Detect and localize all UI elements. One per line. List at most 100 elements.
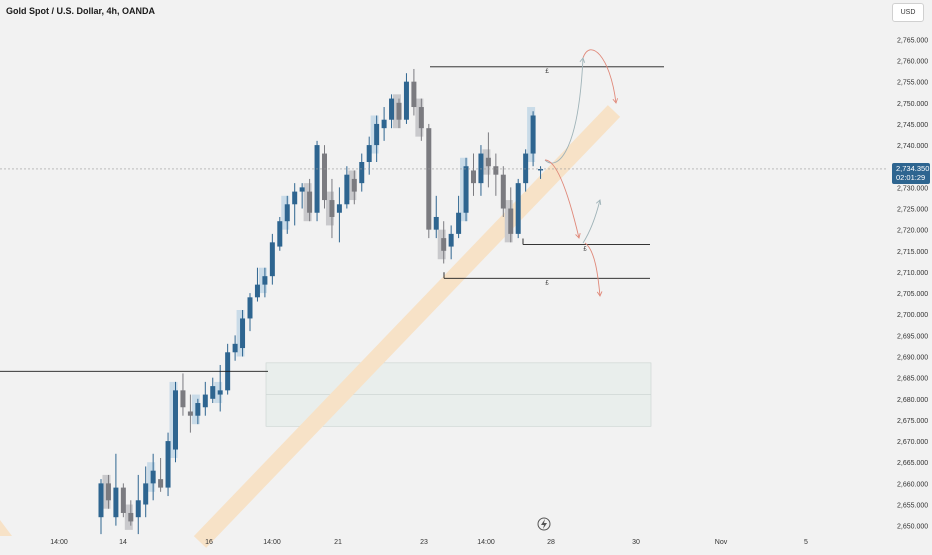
arrow-head [612, 98, 619, 104]
candle-body [180, 390, 186, 408]
x-tick-label: 14:00 [263, 539, 281, 546]
price-label: 2,734.350 [896, 164, 929, 173]
candle-body [336, 204, 342, 213]
y-tick-label: 2,750.000 [897, 101, 928, 108]
candle-body [471, 170, 476, 184]
y-tick-label: 2,655.000 [897, 503, 928, 510]
y-tick-label: 2,685.000 [897, 376, 928, 383]
level-label-mid: £ [583, 246, 587, 252]
y-tick-label: 2,675.000 [897, 418, 928, 425]
candle-body [366, 145, 372, 162]
candle-body [344, 174, 350, 205]
candle-body [128, 512, 134, 522]
candle-body [538, 168, 544, 171]
x-tick-label: 14 [119, 539, 127, 546]
time-axis[interactable]: 14:00 14 16 14:00 21 23 14:00 28 30 Nov 5 [50, 539, 808, 546]
candle-body [173, 390, 178, 450]
candle-body [403, 81, 409, 120]
candle-body [500, 174, 506, 209]
trend-channel [0, 105, 621, 548]
candle-body [158, 479, 164, 488]
y-tick-label: 2,710.000 [897, 270, 928, 277]
projection-path [582, 49, 617, 104]
candle-body [247, 297, 253, 319]
x-tick-label: 5 [804, 539, 808, 546]
y-tick-label: 2,650.000 [897, 524, 928, 531]
candle-body [105, 483, 111, 501]
candle-body [530, 115, 536, 154]
y-tick-label: 2,700.000 [897, 312, 928, 319]
chart-title: Gold Spot / U.S. Dollar, 4h, OANDA [6, 6, 156, 16]
candle-body [374, 123, 380, 146]
y-tick-label: 2,660.000 [897, 481, 928, 488]
candle-body [456, 212, 462, 234]
bolt-icon[interactable] [537, 517, 551, 531]
arrow-head [596, 291, 603, 297]
currency-selector[interactable]: USD [892, 3, 924, 22]
candle-body [217, 390, 223, 395]
candle-body [433, 216, 439, 230]
candle-body [143, 483, 149, 505]
countdown-label: 02:01:29 [896, 173, 925, 182]
y-tick-label: 2,755.000 [897, 80, 928, 87]
channel-fragment [0, 520, 12, 536]
x-tick-label: 23 [420, 539, 428, 546]
projection-path [544, 159, 580, 239]
candle-body [307, 191, 313, 213]
x-tick-label: 30 [632, 539, 640, 546]
candle-body [195, 403, 201, 416]
candle-body [269, 242, 275, 277]
candle-body [187, 411, 193, 416]
candles [98, 68, 544, 535]
candle-body [150, 470, 156, 484]
candle-body [426, 128, 432, 230]
candle-body [351, 178, 357, 192]
candle-body [135, 500, 141, 518]
candle-body [381, 119, 387, 129]
level-label-top: £ [545, 69, 549, 75]
candle-body [202, 394, 208, 408]
x-tick-label: Nov [715, 539, 728, 546]
candle-body [98, 483, 104, 518]
projection-path [584, 242, 601, 297]
candle-body [418, 107, 424, 129]
y-tick-label: 2,720.000 [897, 228, 928, 235]
y-tick-label: 2,745.000 [897, 122, 928, 129]
y-tick-label: 2,695.000 [897, 333, 928, 340]
x-tick-label: 21 [334, 539, 342, 546]
y-tick-label: 2,680.000 [897, 397, 928, 404]
candle-body [448, 233, 454, 247]
candle-body [165, 441, 171, 488]
candle-body [292, 191, 298, 205]
y-tick-label: 2,670.000 [897, 439, 928, 446]
price-axis[interactable]: 2,765.000 2,760.000 2,755.000 2,750.000 2,74… [897, 37, 928, 530]
candle-body [284, 204, 290, 222]
y-tick-label: 2,765.000 [897, 37, 928, 44]
y-tick-label: 2,690.000 [897, 355, 928, 362]
arrow-head [595, 199, 602, 206]
candle-body [389, 98, 395, 120]
y-tick-label: 2,705.000 [897, 291, 928, 298]
candle-body [441, 238, 447, 251]
arrow-head [575, 233, 581, 239]
projection-path [544, 57, 584, 164]
candle-body [277, 221, 283, 247]
candle-body [314, 145, 320, 213]
candle-body [240, 318, 246, 349]
candle-body [411, 81, 417, 108]
x-tick-label: 16 [205, 539, 213, 546]
candle-body [120, 487, 126, 513]
y-tick-label: 2,740.000 [897, 143, 928, 150]
candle-body [359, 162, 365, 184]
level-label-low: £ [545, 280, 549, 286]
channel-band [193, 105, 621, 548]
projection-arrows [544, 49, 619, 297]
candle-body [329, 200, 335, 217]
x-tick-label: 28 [547, 539, 555, 546]
candle-body [113, 487, 119, 518]
arrow-head [579, 57, 586, 63]
candle-body [508, 208, 514, 234]
candle-body [478, 153, 484, 184]
